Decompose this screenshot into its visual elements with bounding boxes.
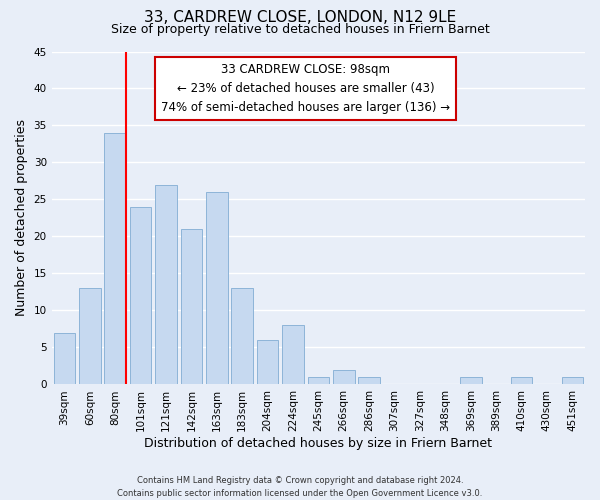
Bar (562, 377, 583, 384)
Bar (79, 288, 101, 384)
Bar (511, 377, 532, 384)
Bar (130, 207, 151, 384)
Bar (104, 133, 126, 384)
Bar (206, 192, 227, 384)
Bar (460, 377, 482, 384)
Text: Size of property relative to detached houses in Friern Barnet: Size of property relative to detached ho… (110, 22, 490, 36)
Bar (181, 229, 202, 384)
Text: Contains HM Land Registry data © Crown copyright and database right 2024.
Contai: Contains HM Land Registry data © Crown c… (118, 476, 482, 498)
Bar (282, 326, 304, 384)
X-axis label: Distribution of detached houses by size in Friern Barnet: Distribution of detached houses by size … (145, 437, 493, 450)
Bar (308, 377, 329, 384)
Bar (53, 332, 75, 384)
Bar (257, 340, 278, 384)
Text: 33, CARDREW CLOSE, LONDON, N12 9LE: 33, CARDREW CLOSE, LONDON, N12 9LE (144, 10, 456, 25)
Y-axis label: Number of detached properties: Number of detached properties (15, 120, 28, 316)
Bar (333, 370, 355, 384)
Bar (155, 184, 177, 384)
Text: 33 CARDREW CLOSE: 98sqm
← 23% of detached houses are smaller (43)
74% of semi-de: 33 CARDREW CLOSE: 98sqm ← 23% of detache… (161, 62, 450, 114)
Bar (358, 377, 380, 384)
Bar (232, 288, 253, 384)
